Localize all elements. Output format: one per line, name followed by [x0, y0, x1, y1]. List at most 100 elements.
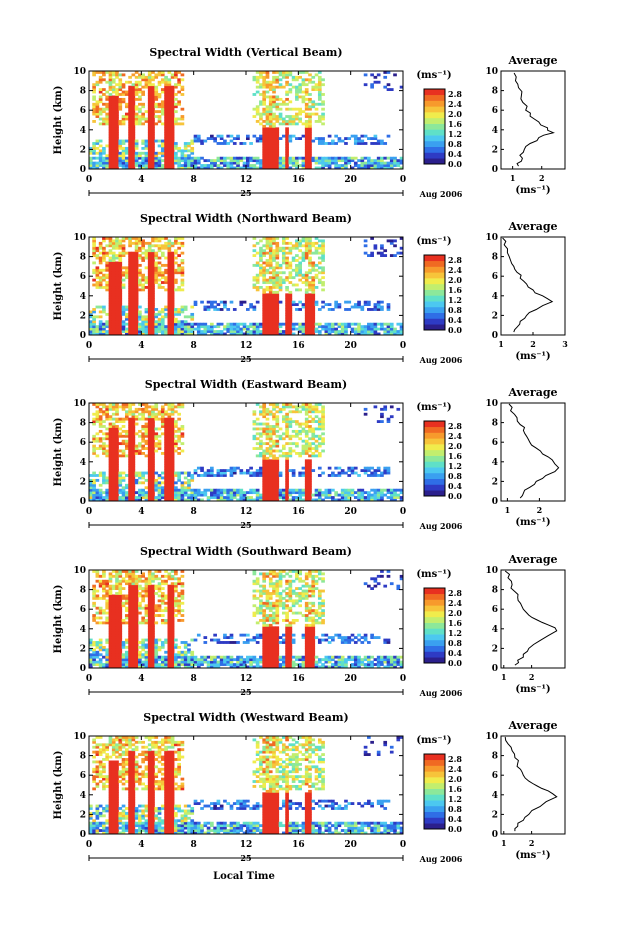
heatmap-cell [92, 317, 96, 321]
heatmap-cell [134, 266, 139, 270]
heatmap-cell [108, 427, 113, 431]
heatmap-cell [131, 466, 136, 470]
heatmap-cell [304, 459, 309, 463]
heatmap-cell [344, 488, 348, 492]
heatmap-cell [121, 154, 126, 158]
heatmap-cell [147, 117, 152, 121]
average-frame [500, 402, 566, 502]
heatmap-cell [174, 117, 178, 121]
heatmap-cell [138, 288, 142, 292]
heatmap-cell [108, 293, 113, 297]
heatmap-cell [92, 325, 96, 329]
heatmap-cell [147, 159, 152, 163]
heatmap-cell [317, 278, 322, 282]
heatmap-cell [311, 493, 316, 497]
heatmap-cell [174, 156, 178, 160]
heatmap-cell [223, 142, 227, 145]
heatmap-cell [317, 422, 322, 426]
heatmap-cell [304, 491, 309, 495]
heatmap-cell [118, 122, 123, 126]
heatmap-cell [386, 71, 391, 74]
heatmap-cell [167, 154, 172, 158]
heatmap-cell [203, 491, 208, 495]
heatmap-cell [321, 410, 325, 414]
heatmap-cell [373, 134, 378, 138]
heatmap-cell [111, 161, 116, 165]
avg-y-tick-label: 6 [492, 438, 498, 448]
colorbar-segment [424, 455, 445, 462]
heatmap-cell [183, 498, 188, 501]
heatmap-cell [190, 478, 195, 482]
heatmap-cell [308, 117, 312, 121]
heatmap-cell [275, 442, 280, 446]
heatmap-cell [180, 288, 185, 292]
heatmap-cell [229, 466, 234, 470]
heatmap-cell [229, 496, 234, 499]
heatmap-cell [118, 474, 123, 477]
heatmap-cell [105, 161, 110, 165]
heatmap-cell [363, 491, 368, 495]
heatmap-cell [183, 144, 188, 148]
y-tick-label: 4 [80, 126, 86, 136]
heatmap-cell [121, 73, 126, 77]
heatmap-cell [167, 464, 172, 468]
heatmap-cell [347, 308, 352, 311]
heatmap-cell [164, 434, 168, 438]
heatmap-cell [115, 456, 119, 460]
heatmap-cell [111, 251, 116, 255]
heatmap-cell [190, 151, 195, 155]
heatmap-cell [285, 276, 289, 280]
heatmap-cell [151, 434, 155, 438]
heatmap-cell [131, 412, 136, 416]
heatmap-cell [131, 325, 136, 329]
heatmap-cell [164, 110, 168, 114]
heatmap-cell [380, 246, 384, 250]
heatmap-cell [170, 442, 175, 446]
heatmap-cell [265, 452, 270, 455]
heatmap-cell [288, 420, 293, 423]
heatmap-cell [151, 266, 155, 270]
heatmap-cell [124, 493, 129, 497]
heatmap-cell [389, 239, 394, 243]
heatmap-cell [295, 322, 299, 326]
heatmap-cell [272, 271, 276, 275]
heatmap-cell [196, 156, 201, 160]
heatmap-cell [239, 166, 244, 169]
heatmap-cell [105, 491, 110, 495]
heatmap-cell [138, 239, 142, 243]
y-tick-label: 8 [80, 253, 86, 263]
heatmap-cell [118, 496, 123, 499]
heatmap-cell [367, 493, 371, 497]
heatmap-cell [308, 142, 312, 145]
heatmap-cell [151, 407, 155, 411]
heatmap-cell [89, 483, 93, 487]
heatmap-cell [170, 452, 175, 455]
heatmap-cell [262, 407, 267, 411]
heatmap-cell [295, 283, 299, 287]
heatmap-cell [147, 412, 152, 416]
heatmap-cell [111, 261, 116, 265]
heatmap-cell [216, 166, 221, 169]
heatmap-cell [311, 310, 316, 314]
heatmap-cell [147, 298, 152, 302]
heatmap-cell [285, 422, 289, 426]
heatmap-cell [308, 237, 312, 240]
heatmap-cell [124, 486, 129, 490]
heatmap-cell [167, 278, 172, 282]
heatmap-cell [111, 454, 116, 458]
heatmap-cell [147, 139, 152, 143]
heatmap-cell [151, 432, 155, 436]
heatmap-cell [288, 469, 293, 472]
heatmap-cell [128, 412, 132, 416]
heatmap-cell [111, 288, 116, 292]
heatmap-cell [265, 115, 270, 118]
heatmap-cell [141, 447, 145, 450]
heatmap-cell [285, 237, 289, 240]
heatmap-cell [321, 137, 325, 140]
heatmap-cell [98, 276, 103, 280]
heatmap-cell [298, 429, 302, 433]
heatmap-cell [134, 322, 139, 326]
heatmap-cell [131, 139, 136, 143]
heatmap-cell [236, 332, 240, 335]
heatmap-cell [259, 161, 263, 165]
